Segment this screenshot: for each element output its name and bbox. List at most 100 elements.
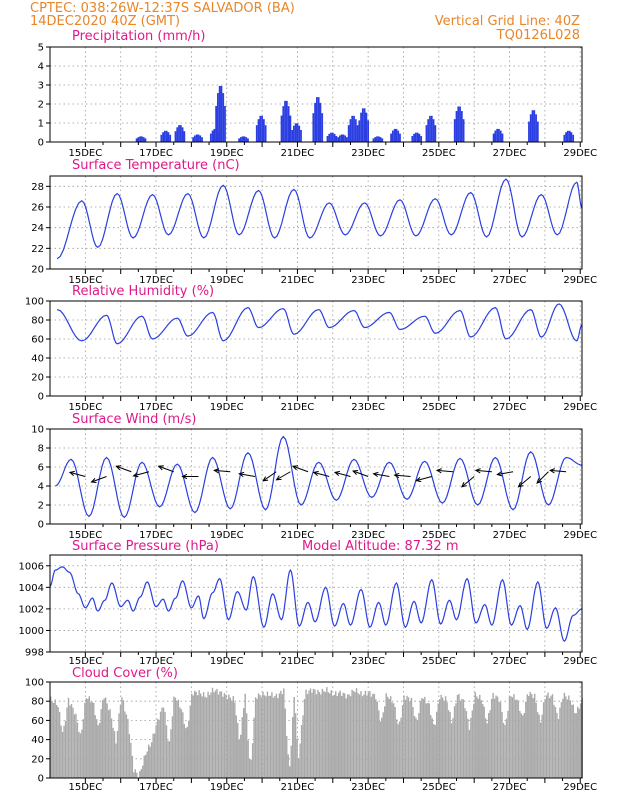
cloud-bar [562, 698, 564, 778]
cloud-bar [177, 699, 180, 778]
precip-bar [197, 134, 200, 142]
cloud-bar [559, 707, 561, 778]
cloud-bar [407, 697, 410, 778]
cloud-bar [535, 702, 537, 778]
precip-bar [217, 93, 219, 142]
wind-arrow-head [393, 472, 400, 479]
x-tick-label: 23DEC [351, 402, 385, 413]
cloud-bar [446, 702, 448, 778]
cloud-bar [244, 693, 246, 778]
cloud-bar [453, 706, 456, 778]
cloud-bar [91, 701, 93, 778]
cloud-bar [327, 692, 330, 778]
cloud-bar [580, 703, 582, 778]
wind-arrow [292, 465, 309, 473]
cloud-bar [545, 695, 548, 778]
precip-bar [381, 138, 384, 142]
cloud-bar [75, 713, 77, 778]
x-tick-label: 29DEC [563, 782, 597, 793]
cloud-bar [115, 743, 117, 778]
precip-bar [298, 125, 301, 142]
cloud-bar [329, 693, 331, 778]
cloud-bar [122, 700, 125, 778]
cloud-bar [557, 719, 560, 778]
x-tick-label: 21DEC [281, 275, 315, 286]
cloud-bar [502, 722, 505, 778]
cloud-bar [367, 692, 370, 778]
precip-bar [335, 135, 338, 142]
precip-bar [199, 135, 202, 142]
precip-bar [460, 111, 463, 142]
cloud-bar [379, 721, 381, 778]
precip-bar [201, 137, 203, 142]
cloud-bar [290, 745, 292, 778]
precip-bar [372, 138, 375, 142]
wind-arrow [91, 476, 107, 483]
precip-bar [425, 125, 428, 142]
cloud-bar [79, 733, 82, 778]
cloud-bar [262, 691, 264, 778]
wind-arrow [239, 473, 256, 477]
cloud-bar [569, 700, 572, 778]
x-tick-label: 15DEC [68, 530, 102, 541]
wind-arrow-head [312, 470, 319, 476]
cloud-bar [345, 698, 347, 778]
cloud-bar [473, 703, 475, 778]
cloud-bar [462, 699, 465, 778]
cloud-bar [235, 715, 237, 778]
panel-title: Precipitation (mm/h) [72, 29, 205, 44]
y-tick-label: 22 [31, 244, 44, 255]
cloud-bar [388, 698, 390, 778]
y-tick-label: 5 [38, 43, 44, 54]
cloud-bar [251, 743, 254, 778]
panel-title: Cloud Cover (%) [72, 666, 178, 681]
precip-bar [457, 106, 460, 142]
panel-title: Surface Pressure (hPa) [72, 539, 219, 554]
wind-arrow [262, 471, 277, 482]
cloud-bar [523, 713, 526, 778]
cloud-bar [470, 717, 472, 778]
precip-bar [174, 131, 177, 142]
cloud-bar [260, 697, 263, 778]
precip-bar [243, 136, 246, 142]
cloud-bar [544, 699, 546, 778]
cloud-bar [139, 771, 141, 778]
precip-bar [287, 106, 290, 142]
cloud-bar [401, 705, 404, 778]
cloud-bar [321, 688, 324, 778]
cloud-bar [243, 708, 245, 778]
precip-bar [163, 130, 166, 142]
cloud-bar [437, 703, 439, 778]
x-tick-label: 17DEC [139, 530, 173, 541]
cloud-bar [112, 727, 114, 778]
cloud-bar [84, 702, 86, 778]
cloud-bar [131, 755, 134, 778]
wind-arrow [394, 474, 411, 477]
cloud-bar [409, 701, 411, 778]
cloud-bar [145, 754, 147, 778]
precip-bar [215, 105, 218, 142]
precip-bar [211, 130, 214, 142]
wind-arrow [334, 471, 351, 477]
location-header: CPTEC: 038:26W-12:37S SALVADOR (BA) [30, 1, 295, 16]
cloud-bar [179, 707, 181, 778]
cloud-bar [351, 689, 353, 778]
cloud-bar [70, 704, 73, 778]
x-tick-label: 27DEC [493, 148, 527, 159]
wind-arrow-head [90, 478, 97, 483]
precip-bar [565, 132, 567, 142]
wind-arrow [133, 471, 150, 477]
wind-arrow [214, 469, 231, 473]
cloud-bar [471, 710, 474, 778]
precip-bar [247, 138, 249, 142]
precip-bar [224, 105, 226, 142]
cloud-bar [467, 718, 469, 778]
cloud-bar [434, 725, 436, 778]
cloud-bar [355, 688, 358, 778]
precip-bar [262, 119, 265, 142]
cloud-bar [98, 722, 101, 778]
x-tick-label: 29DEC [563, 148, 597, 159]
cloud-bar [146, 751, 148, 778]
precip-bar [222, 93, 225, 142]
